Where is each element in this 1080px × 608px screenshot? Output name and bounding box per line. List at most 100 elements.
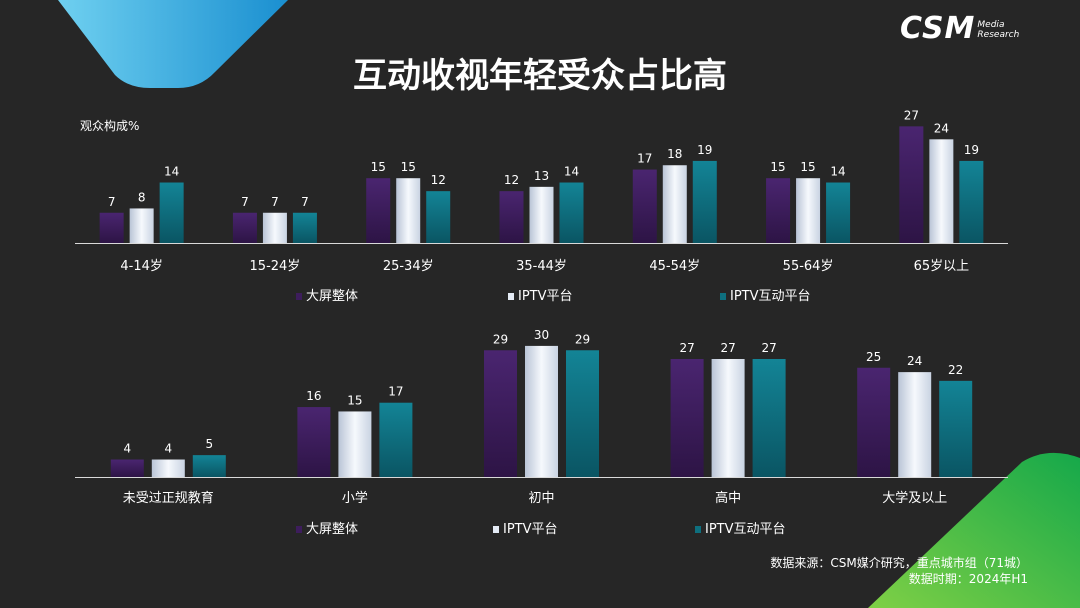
data-label: 5 [205, 437, 213, 451]
legend-label: IPTV平台 [503, 522, 558, 537]
data-label: 17 [388, 385, 403, 399]
chart-2: 4 4 5 未受过正规教育 16 15 17 小学 29 30 29 初中 27 27 27 高中 25 24 22… [75, 328, 1008, 537]
legend: 大屏整体 IPTV平台 IPTV互动平台 [296, 289, 811, 304]
data-label: 19 [964, 143, 979, 157]
bar [939, 380, 973, 477]
x-tick-label: 65岁以上 [914, 259, 970, 274]
source-line-1: 数据来源：CSM媒介研究，重点城市组（71城） [770, 556, 1028, 570]
data-label: 13 [534, 169, 549, 183]
bar [232, 212, 257, 243]
legend-label: IPTV互动平台 [730, 289, 811, 304]
logo-main-text: CSM [900, 10, 976, 46]
bar [632, 169, 657, 243]
bar [99, 212, 124, 243]
bar [379, 402, 413, 477]
bar [151, 459, 185, 477]
source-line-2: 数据时期：2024年H1 [908, 572, 1028, 586]
bar [898, 372, 932, 477]
legend-swatch [493, 526, 499, 533]
logo-sub-text: Media Research [977, 20, 1020, 40]
x-tick-label: 45-54岁 [649, 259, 700, 274]
data-label: 14 [564, 165, 579, 179]
bar [396, 178, 421, 243]
legend-swatch [296, 293, 302, 300]
data-label: 27 [761, 341, 776, 355]
bar [525, 345, 558, 477]
x-tick-label: 25-34岁 [383, 259, 434, 274]
bar [129, 208, 154, 243]
legend: 大屏整体 IPTV平台 IPTV互动平台 [296, 522, 786, 537]
bar [566, 350, 599, 477]
data-label: 12 [431, 173, 446, 187]
corner-decoration-top-left [58, 0, 288, 88]
x-tick-label: 15-24岁 [250, 259, 301, 274]
data-label: 8 [138, 190, 146, 204]
data-label: 15 [800, 160, 815, 174]
bar [670, 359, 704, 477]
data-label: 14 [164, 165, 179, 179]
bar [752, 359, 786, 477]
data-label: 29 [575, 332, 590, 346]
x-tick-label: 大学及以上 [882, 490, 947, 506]
data-label: 15 [347, 393, 362, 407]
bar [297, 407, 331, 477]
bar [529, 186, 554, 243]
legend-label: 大屏整体 [306, 289, 358, 304]
bar [929, 139, 954, 243]
data-label: 24 [934, 121, 949, 135]
x-tick-label: 35-44岁 [516, 259, 567, 274]
x-tick-label: 初中 [528, 491, 554, 506]
bar [484, 350, 517, 477]
data-label: 27 [720, 341, 735, 355]
legend-label: IPTV平台 [518, 289, 573, 304]
data-label: 25 [866, 350, 881, 364]
data-source-note: 数据来源：CSM媒介研究，重点城市组（71城） 数据时期：2024年H1 [770, 555, 1028, 587]
data-label: 27 [679, 341, 694, 355]
legend-swatch [695, 526, 701, 533]
x-tick-label: 4-14岁 [120, 259, 163, 274]
bar [692, 160, 717, 243]
x-tick-label: 55-64岁 [783, 259, 834, 274]
bar [766, 178, 791, 243]
legend-swatch [296, 526, 302, 533]
data-label: 18 [667, 147, 682, 161]
legend-swatch [508, 293, 514, 300]
data-label: 7 [108, 195, 116, 209]
data-label: 16 [306, 389, 321, 403]
page-title: 互动收视年轻受众占比高 [353, 56, 727, 96]
data-label: 24 [907, 354, 922, 368]
bar [899, 126, 924, 243]
data-label: 12 [504, 173, 519, 187]
data-label: 29 [493, 332, 508, 346]
data-label: 27 [904, 108, 919, 122]
legend-label: 大屏整体 [306, 522, 358, 537]
data-label: 7 [301, 195, 309, 209]
csm-logo: CSM Media Research [900, 10, 1023, 46]
bar [110, 459, 144, 477]
bar [711, 359, 745, 477]
data-label: 4 [123, 442, 131, 456]
data-label: 22 [948, 363, 963, 377]
x-tick-label: 高中 [715, 490, 741, 506]
legend-label: IPTV互动平台 [705, 522, 786, 537]
data-label: 4 [164, 442, 172, 456]
bar [796, 178, 821, 243]
bar [366, 178, 391, 243]
bar [559, 182, 584, 243]
data-label: 7 [241, 195, 249, 209]
y-axis-label: 观众构成% [80, 119, 140, 133]
bar [826, 182, 851, 243]
chart-1: 7 8 14 4-14岁 7 7 7 15-24岁 15 15 12 25-34岁 12 13 14 35-4… [75, 108, 1008, 304]
bar [192, 455, 226, 477]
bar [426, 191, 451, 243]
data-label: 7 [271, 195, 279, 209]
bar [292, 212, 317, 243]
bar [857, 367, 891, 477]
data-label: 15 [770, 160, 785, 174]
bar [959, 160, 984, 243]
bar [159, 182, 184, 243]
x-tick-label: 小学 [342, 490, 368, 506]
data-label: 14 [830, 165, 845, 179]
